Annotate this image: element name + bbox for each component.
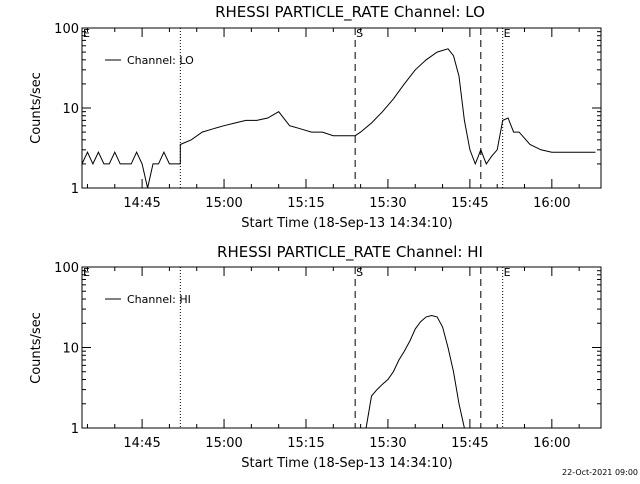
x-tick-label: 16:00 xyxy=(533,196,570,211)
x-tick-label: 14:45 xyxy=(123,436,160,451)
series-group xyxy=(81,48,596,189)
footer-timestamp: 22-Oct-2021 09:00 xyxy=(562,468,638,477)
plot-frame xyxy=(81,266,602,429)
legend-label: Channel: LO xyxy=(127,54,194,67)
time-marker-label: S xyxy=(356,266,363,279)
x-tick-label: 15:15 xyxy=(287,196,324,211)
y-axis-label: Counts/sec xyxy=(29,312,44,384)
x-tick-label: 15:15 xyxy=(287,436,324,451)
y-axis-label: Counts/sec xyxy=(29,72,44,144)
x-tick-label: 15:45 xyxy=(451,436,488,451)
time-marker-label: E xyxy=(83,266,90,279)
axis-ticks: 14:45 15:00 15:15 15:30 15:45 16:00 1 10 100 xyxy=(54,261,601,451)
legend: Channel: HI xyxy=(105,293,191,306)
y-tick-label: 100 xyxy=(54,261,79,276)
axis-ticks: 14:45 15:00 15:15 15:30 15:45 16:00 1 10 100 xyxy=(54,22,601,211)
series-line xyxy=(365,314,465,429)
time-marker-label: E xyxy=(504,27,511,40)
y-tick-label: 1 xyxy=(71,182,79,197)
time-marker-label: E xyxy=(504,266,511,279)
y-tick-label: 1 xyxy=(71,422,79,437)
x-tick-label: 15:30 xyxy=(369,436,406,451)
chart-panel-lo: RHESSI PARTICLE_RATE Channel: LO Counts/… xyxy=(29,3,602,231)
x-tick-label: 16:00 xyxy=(533,436,570,451)
time-marker-label: E xyxy=(83,27,90,40)
y-tick-label: 100 xyxy=(54,22,79,37)
x-axis-label: Start Time (18-Sep-13 14:34:10) xyxy=(241,216,452,231)
x-tick-label: 15:30 xyxy=(369,196,406,211)
plot-frame xyxy=(81,27,602,189)
legend-label: Channel: HI xyxy=(127,293,191,306)
y-tick-label: 10 xyxy=(62,102,79,117)
x-tick-label: 15:00 xyxy=(205,196,242,211)
x-tick-label: 15:00 xyxy=(205,436,242,451)
y-tick-label: 10 xyxy=(62,342,79,357)
chart-title: RHESSI PARTICLE_RATE Channel: LO xyxy=(215,3,485,22)
series-group xyxy=(365,314,465,429)
chart-panel-hi: RHESSI PARTICLE_RATE Channel: HI Counts/… xyxy=(29,243,602,471)
time-marker-label: S xyxy=(356,27,363,40)
x-tick-label: 14:45 xyxy=(123,196,160,211)
x-tick-label: 15:45 xyxy=(451,196,488,211)
x-axis-label: Start Time (18-Sep-13 14:34:10) xyxy=(241,456,452,471)
legend: Channel: LO xyxy=(105,54,194,67)
chart-title: RHESSI PARTICLE_RATE Channel: HI xyxy=(217,243,483,262)
series-line xyxy=(81,48,596,189)
